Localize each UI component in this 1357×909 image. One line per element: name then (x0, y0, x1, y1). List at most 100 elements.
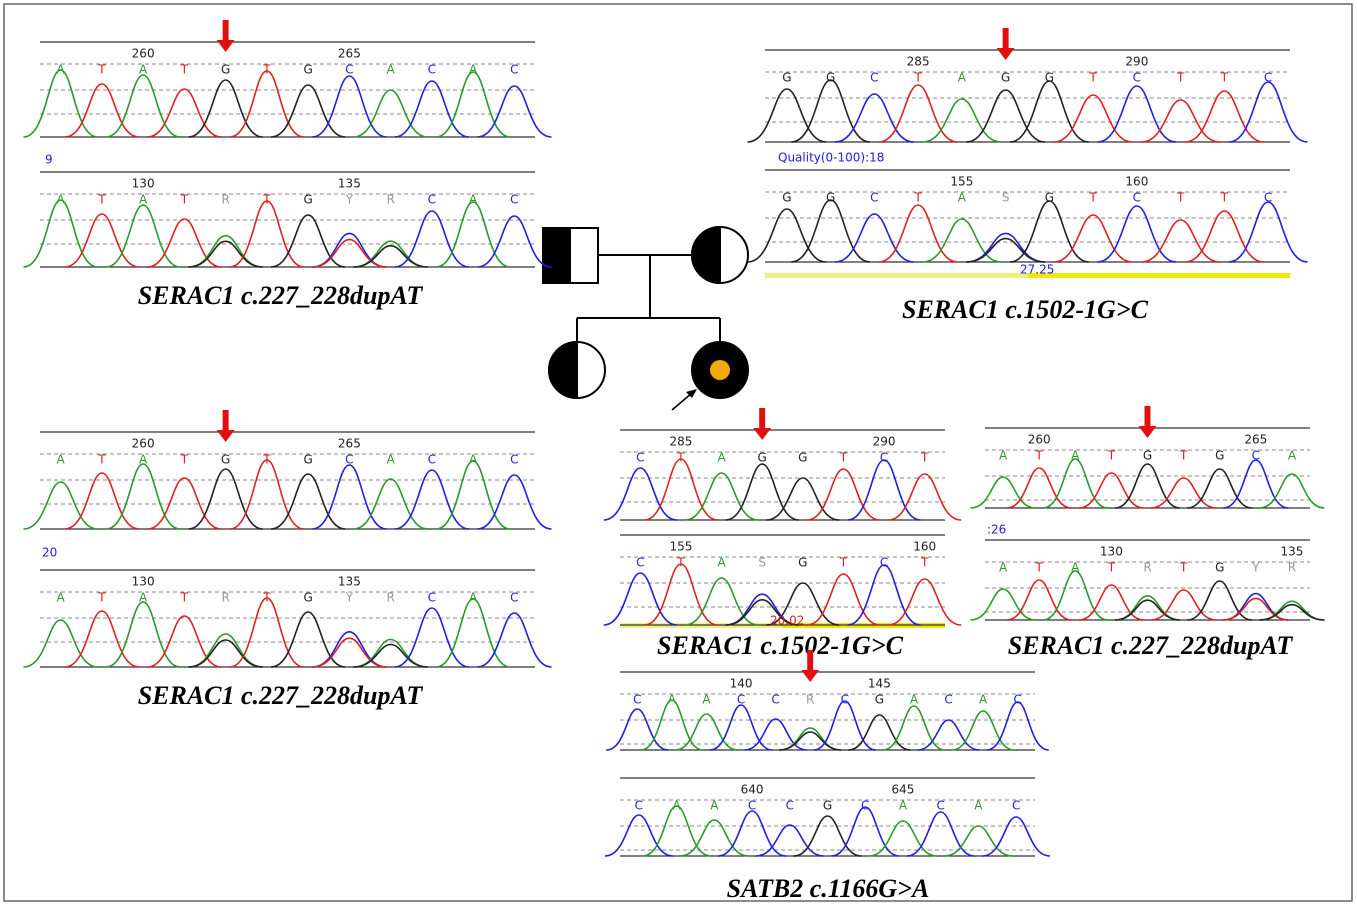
base-call: R (221, 591, 229, 605)
base-call: T (1220, 191, 1229, 205)
base-call: G (221, 63, 230, 77)
base-call: C (428, 591, 436, 605)
base-call: T (1034, 449, 1043, 463)
base-call: A (387, 63, 396, 77)
position-number: 260 (132, 437, 155, 451)
base-call: A (999, 449, 1008, 463)
base-call: C (861, 799, 869, 813)
base-call: A (974, 799, 983, 813)
figure: A T A T G T G C A C A C 260 265 A T A T R T G Y R C A C 130 135 9 SER… (0, 0, 1357, 905)
proband-dot (710, 360, 730, 380)
base-call: C (428, 193, 436, 207)
base-call: C (944, 693, 952, 707)
base-call: Y (345, 591, 354, 605)
base-call: T (676, 451, 685, 465)
position-number: 130 (132, 177, 155, 191)
position-number: 135 (338, 575, 361, 589)
base-call: T (676, 556, 685, 570)
base-call: G (303, 591, 312, 605)
caption: SERAC1 c.227_228dupAT (138, 281, 424, 310)
base-call: A (469, 591, 478, 605)
base-call: G (782, 191, 791, 205)
base-call: C (636, 451, 644, 465)
base-call: C (936, 799, 944, 813)
caption: SERAC1 c.1502-1G>C (902, 295, 1149, 324)
position-number: 130 (132, 575, 155, 589)
base-call: T (920, 451, 929, 465)
trace-note: 27.25 (1020, 263, 1054, 277)
base-call: T (839, 451, 848, 465)
base-call: A (999, 561, 1008, 575)
base-call: A (717, 556, 726, 570)
base-call: A (710, 799, 719, 813)
position-number: 290 (1125, 55, 1148, 69)
page: A T A T G T G C A C A C 260 265 A T A T R T G Y R C A C 130 135 9 SER… (0, 0, 1357, 909)
base-call: C (1012, 799, 1020, 813)
base-call: T (920, 556, 929, 570)
base-call: C (633, 693, 641, 707)
base-call: G (798, 556, 807, 570)
base-call: A (702, 693, 711, 707)
base-call: G (1143, 449, 1152, 463)
base-call: T (913, 71, 922, 85)
base-call: A (717, 451, 726, 465)
base-call: G (303, 193, 312, 207)
base-call: G (875, 693, 884, 707)
base-call: G (1215, 561, 1224, 575)
base-call: C (345, 63, 353, 77)
base-call: G (782, 71, 791, 85)
base-call: A (57, 591, 66, 605)
trace-note: 20 (42, 546, 57, 560)
base-call: A (387, 453, 396, 467)
base-call: T (1179, 449, 1188, 463)
base-call: T (1107, 449, 1116, 463)
father-fill (543, 228, 570, 283)
base-call: T (913, 191, 922, 205)
position-number: 285 (907, 55, 930, 69)
base-call: R (386, 193, 394, 207)
trace-note: Quality(0-100):18 (778, 151, 884, 165)
base-call: S (758, 556, 766, 570)
base-call: T (1179, 561, 1188, 575)
base-call: C (510, 63, 518, 77)
base-call: T (180, 591, 189, 605)
position-number: 130 (1100, 545, 1123, 559)
base-call: G (1001, 71, 1010, 85)
base-call: C (786, 799, 794, 813)
base-call: S (1002, 191, 1010, 205)
base-call: T (839, 556, 848, 570)
base-call: C (880, 556, 888, 570)
base-call: C (1133, 71, 1141, 85)
trace-note: 9 (45, 153, 53, 167)
base-call: T (1176, 191, 1185, 205)
position-number: 290 (873, 435, 896, 449)
base-call: R (221, 193, 229, 207)
base-call: G (798, 451, 807, 465)
position-number: 160 (1125, 175, 1148, 189)
base-call: C (1133, 191, 1141, 205)
base-call: T (1088, 71, 1097, 85)
base-call: T (262, 63, 271, 77)
base-call: T (1088, 191, 1097, 205)
base-call: C (510, 591, 518, 605)
base-call: R (1288, 561, 1296, 575)
base-call: T (262, 193, 271, 207)
position-number: 155 (950, 175, 973, 189)
base-call: T (1176, 71, 1185, 85)
base-call: C (428, 453, 436, 467)
base-call: G (303, 453, 312, 467)
position-number: 260 (132, 47, 155, 61)
base-call: A (469, 453, 478, 467)
base-call: C (510, 453, 518, 467)
base-call: C (870, 71, 878, 85)
base-call: G (303, 63, 312, 77)
trace-note: 20.02 (770, 614, 804, 628)
base-call: C (880, 451, 888, 465)
base-call: C (635, 799, 643, 813)
base-call: T (97, 453, 106, 467)
position-number: 260 (1028, 433, 1051, 447)
base-call: A (57, 453, 66, 467)
position-number: 265 (338, 437, 361, 451)
base-call: C (870, 191, 878, 205)
position-number: 135 (1280, 545, 1303, 559)
